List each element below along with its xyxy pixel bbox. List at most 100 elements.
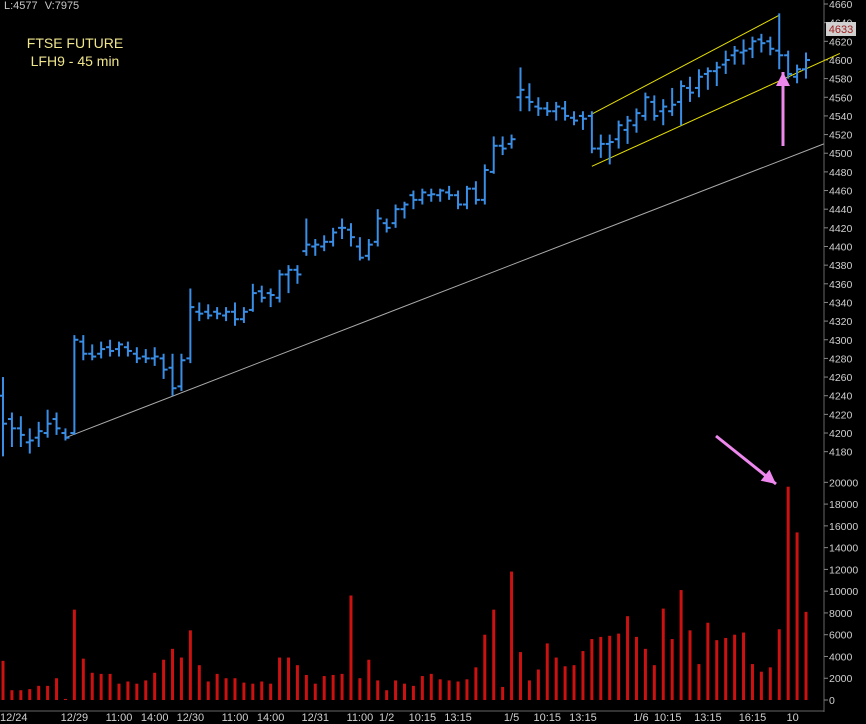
- volume-bar: [527, 680, 531, 700]
- time-tick-label: 12/29: [61, 712, 89, 724]
- price-bar: [480, 164, 489, 205]
- price-tick-label: 4400: [829, 241, 853, 253]
- volume-bar: [643, 648, 647, 700]
- price-bar: [694, 69, 703, 98]
- volume-bar: [456, 681, 460, 700]
- volume-bar: [10, 690, 14, 700]
- price-tick-label: 4480: [829, 167, 853, 179]
- time-tick-label: 12/30: [177, 712, 205, 724]
- price-bar: [775, 13, 784, 70]
- channel-lower-line: [591, 52, 841, 167]
- volume-bar: [63, 698, 67, 700]
- price-tick-label: 4620: [829, 36, 853, 48]
- price-bar: [230, 302, 239, 326]
- last-price-tag-text: 4633: [829, 24, 853, 36]
- volume-bar: [804, 611, 808, 700]
- volume-bar: [135, 683, 139, 700]
- price-bar: [195, 302, 204, 322]
- volume-bar: [99, 673, 103, 700]
- price-bar: [79, 335, 88, 361]
- volume-bar: [269, 683, 273, 700]
- price-bar: [239, 307, 248, 323]
- volume-bar: [617, 633, 621, 700]
- volume-bar: [349, 595, 353, 700]
- price-bar: [793, 64, 802, 84]
- price-bar: [802, 52, 810, 79]
- price-bar: [43, 409, 52, 438]
- volume-bar: [171, 648, 175, 700]
- volume-bar: [563, 666, 567, 700]
- volume-bar: [403, 683, 406, 700]
- price-bar: [757, 33, 766, 53]
- volume-bar: [715, 640, 719, 700]
- quote-header: L:4577 V:7975: [4, 0, 83, 12]
- volume-bar: [483, 634, 487, 700]
- price-tick-label: 4460: [829, 186, 853, 198]
- price-bar: [355, 237, 364, 261]
- price-bar: [498, 136, 507, 156]
- volume-bar: [37, 685, 41, 700]
- price-bar: [16, 416, 25, 448]
- annotation-arrows: [715, 72, 790, 486]
- volume-bar: [670, 639, 674, 700]
- time-tick-label: 13:15: [569, 712, 597, 724]
- volume-bar: [340, 673, 344, 700]
- price-bar: [141, 349, 150, 364]
- volume-spike-arrow: [715, 434, 777, 486]
- price-bar: [213, 307, 222, 320]
- volume-bar: [536, 669, 540, 700]
- volume-bar: [278, 657, 282, 700]
- volume-bar: [206, 681, 210, 700]
- price-bar: [168, 353, 177, 396]
- volume-bar: [768, 667, 772, 700]
- volume-axis: 0 2000 4000 6000 8000 10000 12000 14000 16000 180…: [824, 477, 858, 707]
- volume-bar: [474, 667, 478, 700]
- price-tick-label: 4360: [829, 279, 853, 291]
- volume-bar: [724, 637, 728, 700]
- price-bar: [400, 201, 409, 219]
- volume-tick-label: 6000: [829, 630, 853, 642]
- time-tick-label: 16:15: [739, 712, 767, 724]
- price-tick-label: 4560: [829, 92, 853, 104]
- volume-bar: [197, 665, 201, 700]
- volume-bar: [518, 652, 522, 700]
- time-tick-label: 1/5: [504, 712, 519, 724]
- price-tick-label: 4340: [829, 297, 853, 309]
- time-tick-label: 10:15: [409, 712, 437, 724]
- volume-bar: [510, 571, 514, 700]
- volume-tick-label: 8000: [829, 608, 853, 620]
- time-tick-label: 1/6: [633, 712, 648, 724]
- volume-tick-label: 20000: [829, 477, 858, 489]
- time-tick-label: 13:15: [694, 712, 722, 724]
- price-bar: [596, 134, 605, 158]
- volume-bar: [90, 672, 94, 700]
- price-bar: [114, 341, 123, 357]
- support-trendline-line: [65, 143, 825, 439]
- price-tick-label: 4440: [829, 204, 853, 216]
- volume-bar: [688, 630, 692, 700]
- last-price-tag: 4633: [826, 22, 856, 36]
- volume-bar: [72, 609, 76, 700]
- time-tick-label: 10:15: [654, 712, 682, 724]
- volume-bar: [179, 657, 183, 700]
- volume-bar: [224, 678, 228, 700]
- price-bar: [150, 347, 159, 366]
- volume-bar: [652, 665, 656, 700]
- volume-tick-label: 10000: [829, 586, 858, 598]
- price-bar: [34, 421, 43, 448]
- price-bar: [507, 134, 516, 149]
- chart-title-line1: FTSE FUTURE: [26, 35, 124, 51]
- volume-bar: [81, 658, 85, 700]
- price-bar: [329, 227, 338, 247]
- volume-bar: [599, 636, 603, 700]
- price-tick-label: 4540: [829, 111, 853, 123]
- price-bar: [418, 188, 427, 205]
- price-tick-label: 4260: [829, 372, 853, 384]
- volume-bar: [697, 664, 701, 700]
- price-bar: [123, 341, 132, 357]
- price-bar: [97, 341, 106, 359]
- volume-bar: [777, 629, 781, 700]
- time-tick-label: 11:00: [347, 712, 374, 724]
